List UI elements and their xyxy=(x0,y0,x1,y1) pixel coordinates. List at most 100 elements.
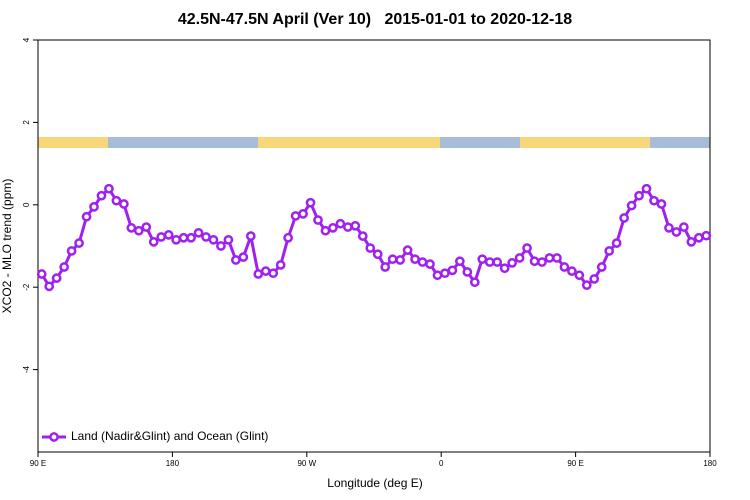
data-point xyxy=(59,262,69,272)
data-point xyxy=(477,254,488,265)
x-tick-label: 90 E xyxy=(30,459,46,468)
data-point xyxy=(462,267,473,277)
legend-marker xyxy=(49,432,59,442)
y-tick-label: 0 xyxy=(22,202,31,207)
data-point xyxy=(514,253,525,263)
data-point xyxy=(44,281,55,292)
data-point xyxy=(298,209,308,219)
legend-label: Land (Nadir&Glint) and Ocean (Glint) xyxy=(71,429,268,443)
data-point xyxy=(649,195,659,206)
data-point xyxy=(484,257,495,267)
data-point xyxy=(119,199,129,209)
x-tick-label: 90 E xyxy=(567,459,583,468)
data-point xyxy=(305,197,316,208)
data-point xyxy=(335,218,346,229)
data-point xyxy=(283,232,293,243)
data-point xyxy=(313,215,323,225)
land-band xyxy=(38,137,108,148)
data-point xyxy=(104,183,114,194)
x-axis-label: Longitude (deg E) xyxy=(327,476,422,490)
data-point xyxy=(544,253,555,263)
y-axis-label: XCO2 - MLO trend (ppm) xyxy=(0,179,14,314)
data-point xyxy=(626,200,637,211)
data-point xyxy=(611,238,622,248)
data-point xyxy=(619,213,629,223)
data-point xyxy=(223,234,234,245)
data-point xyxy=(193,227,204,238)
y-tick-label: 2 xyxy=(22,120,31,125)
y-tick-label: -4 xyxy=(22,365,31,373)
data-point xyxy=(537,257,547,267)
data-point xyxy=(380,262,391,272)
data-point xyxy=(372,249,383,260)
data-point xyxy=(51,273,62,283)
data-point xyxy=(679,222,689,232)
x-tick-label: 180 xyxy=(166,459,180,468)
data-point xyxy=(178,232,189,243)
data-point xyxy=(171,234,181,245)
data-point xyxy=(148,237,159,247)
data-point xyxy=(432,270,443,281)
data-point xyxy=(133,225,144,236)
y-tick-label: -2 xyxy=(22,283,31,291)
data-point xyxy=(163,230,174,240)
data-point xyxy=(701,230,712,241)
data-point xyxy=(238,252,249,262)
data-point xyxy=(365,243,376,253)
data-point xyxy=(410,254,420,265)
data-point xyxy=(357,231,368,241)
data-point xyxy=(231,255,241,265)
y-tick-label: 4 xyxy=(22,37,31,42)
data-point xyxy=(417,257,428,267)
data-point xyxy=(111,195,122,206)
land-band xyxy=(258,137,440,148)
data-point xyxy=(216,241,226,251)
data-point xyxy=(522,243,532,253)
x-tick-label: 180 xyxy=(703,459,717,468)
x-tick-label: 0 xyxy=(439,459,444,468)
data-point xyxy=(96,190,107,201)
data-point xyxy=(656,199,667,209)
data-point xyxy=(671,227,682,237)
data-point xyxy=(567,266,577,276)
data-point xyxy=(581,280,592,290)
data-point xyxy=(455,256,465,267)
data-point xyxy=(604,246,615,256)
data-point xyxy=(275,260,286,270)
chart-title: 42.5N-47.5N April (Ver 10) 2015-01-01 to… xyxy=(178,11,572,28)
data-point xyxy=(641,183,652,194)
data-point xyxy=(559,262,570,272)
data-point xyxy=(507,258,517,268)
data-point xyxy=(290,211,301,221)
data-point xyxy=(596,262,607,272)
data-point xyxy=(81,211,92,222)
data-point xyxy=(343,222,353,232)
land-ocean-strip xyxy=(38,137,710,148)
land-band xyxy=(520,137,650,148)
data-point xyxy=(499,263,510,274)
data-point xyxy=(425,259,435,269)
data-point xyxy=(574,270,585,281)
data-point xyxy=(245,231,256,241)
data-point xyxy=(387,254,398,265)
data-point xyxy=(89,202,99,212)
data-point xyxy=(469,277,480,288)
data-point xyxy=(186,232,196,243)
data-point xyxy=(664,223,674,233)
data-point xyxy=(693,232,704,243)
data-point xyxy=(268,268,279,279)
data-point xyxy=(126,223,137,233)
data-point xyxy=(141,222,152,232)
data-point xyxy=(320,225,331,236)
data-point xyxy=(492,257,503,267)
data-point xyxy=(156,232,167,242)
data-point xyxy=(328,223,338,233)
data-point xyxy=(260,266,271,276)
x-tick-label: 90 W xyxy=(297,459,316,468)
data-point xyxy=(402,245,413,255)
data-point xyxy=(395,255,405,265)
data-point xyxy=(253,269,264,279)
data-point xyxy=(552,253,562,263)
series-line xyxy=(40,186,707,289)
